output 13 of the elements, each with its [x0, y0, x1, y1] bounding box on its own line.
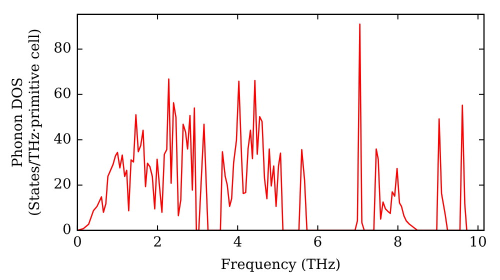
x-tick-label: 4 [233, 234, 242, 250]
x-tick-label: 8 [393, 234, 402, 250]
y-tick-label: 60 [54, 86, 72, 102]
y-tick-label: 40 [54, 131, 72, 148]
x-tick-label: 10 [469, 234, 487, 250]
y-tick-label: 20 [54, 176, 72, 193]
y-tick-label: 0 [62, 222, 72, 238]
x-axis-title: Frequency (THz) [220, 257, 341, 274]
x-tick-label: 6 [313, 234, 322, 250]
x-tick-label: 2 [153, 234, 162, 250]
y-axis-title: Phonon DOS (States/THz·primitive cell) [10, 28, 43, 216]
x-tick-label: 0 [72, 234, 82, 250]
y-tick-label: 80 [54, 40, 72, 57]
